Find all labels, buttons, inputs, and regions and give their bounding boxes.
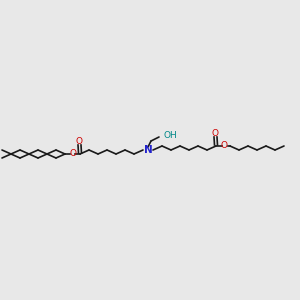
Text: OH: OH xyxy=(163,131,177,140)
Text: N: N xyxy=(144,145,152,155)
Text: O: O xyxy=(70,149,76,158)
Text: O: O xyxy=(76,136,83,146)
Text: O: O xyxy=(212,128,219,137)
Text: O: O xyxy=(220,142,227,151)
